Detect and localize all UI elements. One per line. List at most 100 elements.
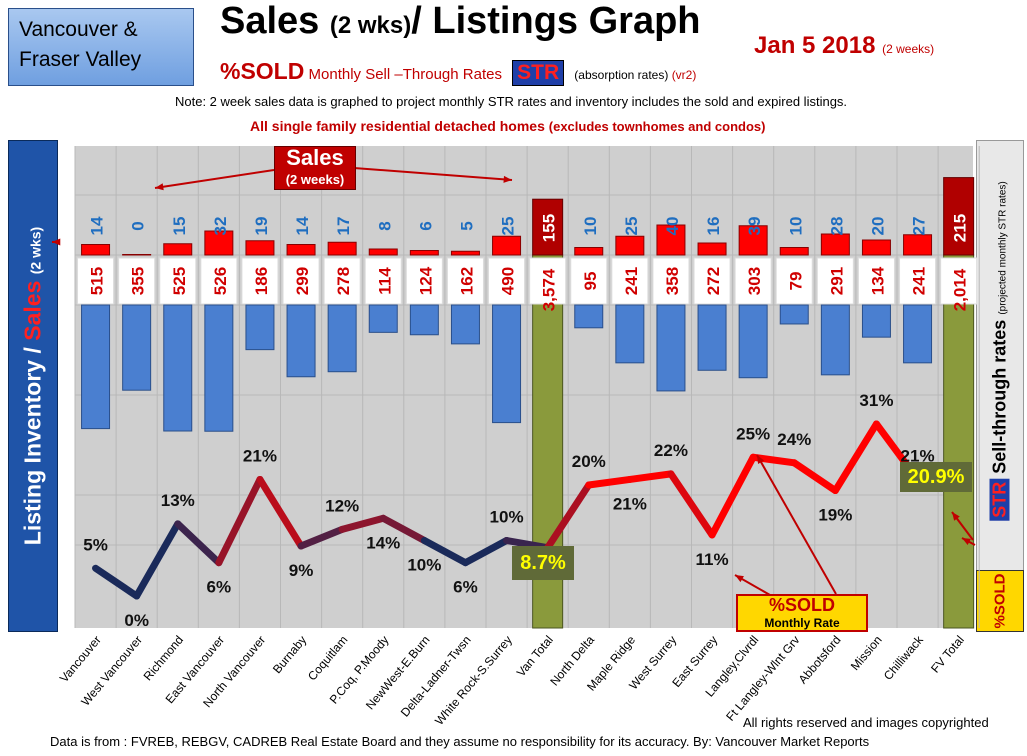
pct-label: 12% (325, 496, 359, 515)
pct-line-segment (338, 514, 387, 533)
pct-line-segment (174, 520, 223, 567)
inventory-bar (122, 304, 152, 391)
inventory-label-bg (734, 257, 772, 305)
subtitle-sold: %SOLD (220, 58, 305, 84)
arrow-head (735, 575, 744, 583)
inventory-label-bg (364, 257, 402, 305)
annotation-arrow (353, 167, 513, 181)
inventory-bar (327, 304, 357, 373)
sales-label: 16 (704, 217, 723, 236)
sales-badge: Sales (2 weeks) (274, 146, 356, 190)
inventory-bar (656, 304, 686, 392)
inventory-label-bg (570, 257, 608, 305)
inventory-label: 114 (375, 267, 394, 295)
pct-line-segment (544, 481, 593, 552)
inventory-label: 241 (910, 267, 929, 295)
report-date: Jan 5 2018 (2 weeks) (754, 32, 934, 60)
sales-label: 25 (622, 217, 641, 236)
sales-bar (122, 254, 152, 256)
pct-label: 20% (572, 452, 606, 471)
region-box: Vancouver & Fraser Valley (8, 8, 194, 86)
sales-label: 17 (334, 217, 353, 236)
inventory-label-bg (405, 257, 443, 305)
sales-label: 10 (581, 217, 600, 236)
inventory-bar (574, 304, 604, 329)
inventory-label: 95 (581, 272, 600, 291)
sales-label: 10 (786, 217, 805, 236)
title-part2: (2 wks) (329, 12, 412, 39)
pct-label: 11% (696, 550, 729, 569)
inventory-bar (779, 304, 809, 325)
inventory-bar (204, 304, 234, 432)
inventory-label-bg (282, 257, 320, 305)
sales-label: 20 (868, 217, 887, 236)
inventory-bar (245, 304, 275, 351)
pct-line-segment (461, 537, 511, 567)
pct-line-segment (790, 459, 839, 495)
pct-label: 25% (736, 424, 770, 443)
pct-label: 19% (818, 506, 852, 525)
pct-label: 6% (207, 578, 232, 597)
sales-bar (450, 250, 480, 256)
sales-bar (861, 239, 891, 256)
inventory-label: 134 (868, 266, 887, 295)
sales-badge-text: Sales (286, 145, 344, 170)
sales-label: 0 (129, 221, 148, 230)
fv-total-rate: 20.9% (900, 462, 972, 492)
inventory-bar (286, 304, 316, 378)
inventory-label: 2,014 (951, 268, 970, 311)
pct-label: 24% (777, 430, 811, 449)
left-axis-label: Listing Inventory / Sales (2 wks) (8, 140, 58, 632)
sales-bar (245, 240, 275, 256)
sales-bar (738, 225, 768, 256)
inventory-label: 124 (416, 266, 435, 295)
right-axis-sold-box: %SOLD (976, 570, 1024, 632)
pct-line-segment (256, 475, 305, 550)
inventory-bar (409, 304, 439, 336)
sales-bar (574, 247, 604, 256)
inventory-label-bg (529, 257, 567, 305)
pct-label: 22% (654, 441, 688, 460)
inventory-label: 358 (663, 267, 682, 295)
sales-label: 27 (910, 217, 929, 236)
inventory-label-bg (940, 257, 978, 305)
sales-bar (615, 235, 645, 256)
inventory-label: 526 (211, 267, 230, 295)
sales-label: 28 (827, 217, 846, 236)
inventory-label: 515 (88, 267, 107, 295)
inventory-label-bg (323, 257, 361, 305)
sales-label: 39 (745, 217, 764, 236)
chart-title: Sales (2 wks)/ Listings Graph (220, 0, 760, 43)
category-label: Chilliwack (881, 632, 927, 683)
inventory-label: 241 (622, 267, 641, 295)
sales-label: 40 (663, 217, 682, 236)
category-label: Mission (848, 633, 885, 673)
sales-label: 32 (211, 217, 230, 236)
date-note: (2 weeks) (882, 42, 935, 56)
total-bar (943, 254, 975, 629)
pct-label: 21% (243, 446, 277, 465)
inventory-label-bg (118, 257, 156, 305)
pct-label: 6% (453, 578, 478, 597)
inventory-label: 278 (334, 267, 353, 295)
sales-bar (327, 241, 357, 256)
total-sales-bar (943, 177, 975, 256)
sales-label: 14 (88, 216, 107, 235)
arrow-head (52, 238, 61, 246)
note-text: Note: 2 week sales data is graphed to pr… (175, 94, 848, 109)
source-text: Data is from : FVREB, REBGV, CADREB Real… (50, 734, 870, 749)
subtitle-rates: Monthly Sell –Through Rates (308, 66, 502, 83)
inventory-bar (450, 304, 480, 345)
sales-bar (820, 233, 850, 256)
pct-label: 31% (859, 391, 893, 410)
region-line1: Vancouver & (19, 18, 138, 41)
title-part3: / Listings Graph (411, 0, 701, 42)
inventory-bar (615, 304, 645, 364)
right-axis-label: STR Sell-through rates (projected monthl… (976, 140, 1024, 632)
category-label: Delta-Ladner-Twsn (398, 633, 474, 720)
str-badge: STR (512, 60, 565, 86)
annotation-arrow (154, 169, 275, 189)
pct-line-segment (708, 453, 757, 539)
sold-box-text: %SOLD (768, 595, 835, 615)
inventory-label-bg (446, 257, 484, 305)
